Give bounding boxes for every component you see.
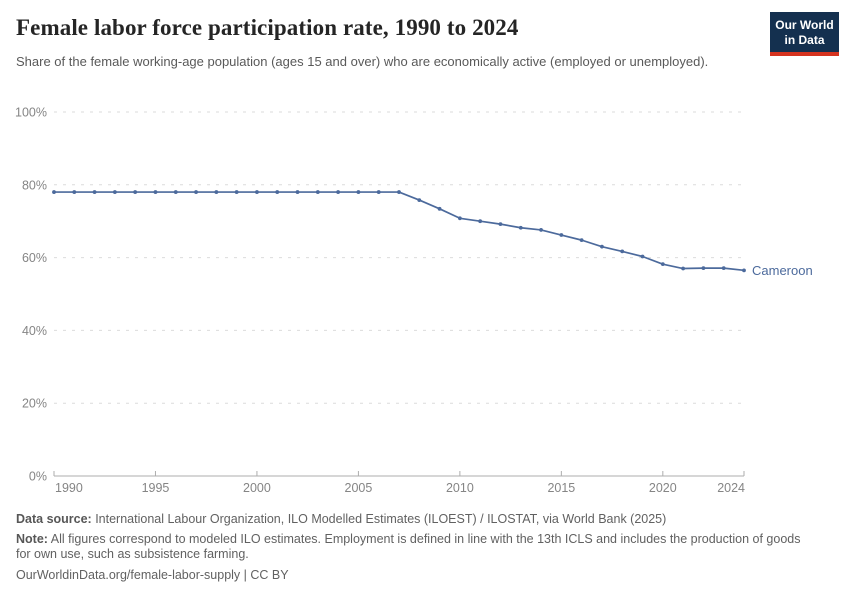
data-point-2006 xyxy=(376,190,381,194)
data-point-2001 xyxy=(275,190,280,194)
data-point-2007 xyxy=(397,190,401,194)
data-point-2005 xyxy=(356,190,361,194)
x-tick-label-2015: 2015 xyxy=(547,481,575,495)
data-point-1999 xyxy=(234,190,239,194)
owid-logo-line2: in Data xyxy=(784,32,825,47)
data-point-2002 xyxy=(295,190,300,194)
y-tick-label-40: 40% xyxy=(22,324,47,338)
x-tick-label-2024: 2024 xyxy=(717,481,745,495)
y-tick-label-60: 60% xyxy=(22,251,47,265)
note-text: All figures correspond to modeled ILO es… xyxy=(16,531,801,562)
data-point-1996 xyxy=(173,190,178,194)
x-tick-label-1990: 1990 xyxy=(55,481,83,495)
data-point-2004 xyxy=(336,190,341,194)
x-tick-label-2000: 2000 xyxy=(243,481,271,495)
x-tick-label-2010: 2010 xyxy=(446,481,474,495)
data-point-2013 xyxy=(518,225,523,230)
license-line: OurWorldinData.org/female-labor-supply |… xyxy=(16,568,818,584)
note-line: Note: All figures correspond to modeled … xyxy=(16,532,818,563)
note-label: Note: xyxy=(16,531,48,546)
data-point-2018 xyxy=(620,249,625,254)
owid-logo-line1: Our World xyxy=(775,18,834,32)
y-tick-label-0: 0% xyxy=(29,470,47,484)
data-point-2012 xyxy=(498,222,503,227)
chart-title: Female labor force participation rate, 1… xyxy=(16,15,519,40)
y-tick-label-80: 80% xyxy=(22,178,47,192)
chart-footer: Data source: International Labour Organi… xyxy=(16,512,818,587)
x-tick-label-1995: 1995 xyxy=(142,481,170,495)
data-point-2020 xyxy=(660,262,665,267)
data-point-2003 xyxy=(315,190,320,194)
data-point-2008 xyxy=(417,198,422,202)
y-tick-label-100: 100% xyxy=(15,106,47,120)
chart-subtitle: Share of the female working-age populati… xyxy=(16,54,709,69)
data-point-2021 xyxy=(681,266,686,271)
data-point-2023 xyxy=(721,266,726,271)
series-line-cameroon xyxy=(53,191,745,272)
data-point-2015 xyxy=(559,233,564,237)
x-tick-label-2020: 2020 xyxy=(649,481,677,495)
data-point-2011 xyxy=(478,219,483,224)
data-point-1990 xyxy=(52,190,56,194)
x-tick-label-2005: 2005 xyxy=(345,481,373,495)
y-tick-label-20: 20% xyxy=(22,397,47,411)
data-source-text: International Labour Organization, ILO M… xyxy=(91,512,667,526)
owid-logo-text: Our World in Data xyxy=(770,12,839,52)
data-point-2022 xyxy=(701,266,706,271)
owid-logo-red-bar xyxy=(770,52,839,56)
data-source-line: Data source: International Labour Organi… xyxy=(16,512,818,528)
data-point-1998 xyxy=(214,190,219,194)
line-chart: 0% 20% 40% 60% 80% 100% 1990 1995 2000 2005 2010 20… xyxy=(15,106,813,496)
data-point-2024 xyxy=(742,268,746,273)
chart-url: OurWorldinData.org/female-labor-supply xyxy=(16,567,241,582)
data-point-1991 xyxy=(72,190,77,194)
data-source-label: Data source: xyxy=(16,512,92,526)
data-point-2019 xyxy=(640,254,645,259)
data-point-2000 xyxy=(255,190,259,194)
data-point-1992 xyxy=(92,190,97,194)
data-point-2014 xyxy=(539,228,543,232)
license-separator: | xyxy=(240,567,251,582)
entity-label-cameroon: Cameroon xyxy=(752,263,813,278)
data-point-2009 xyxy=(437,206,442,211)
data-point-1994 xyxy=(133,190,138,194)
data-point-1995 xyxy=(153,190,158,194)
data-point-2017 xyxy=(600,244,604,249)
data-point-2010 xyxy=(457,216,462,221)
data-point-2016 xyxy=(579,238,584,243)
license-label: CC BY xyxy=(250,567,289,582)
data-point-1997 xyxy=(194,190,198,194)
owid-logo: Our World in Data xyxy=(770,12,839,56)
data-point-1993 xyxy=(112,190,117,194)
